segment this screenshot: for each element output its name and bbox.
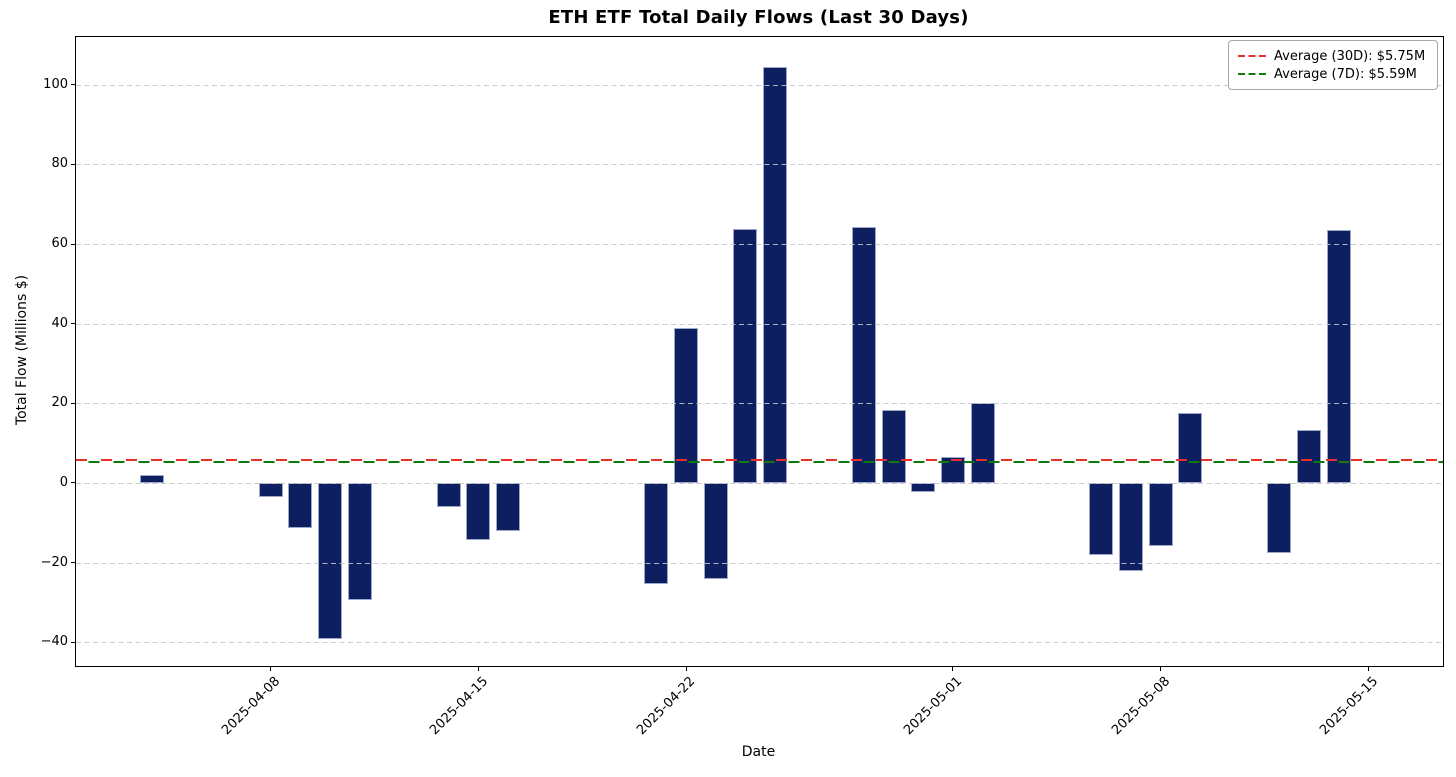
gridline-y--40 [76, 642, 1443, 644]
avg-30d-line [76, 459, 1443, 461]
y-tick-label-100: 100 [43, 76, 68, 92]
bar-2025-04-14 [436, 482, 461, 508]
x-tick-label-2025-05-08: 2025-05-08 [1109, 674, 1174, 739]
avg-30d-dashed-line-sample [1238, 55, 1266, 57]
x-tick-label-2025-04-08: 2025-04-08 [219, 674, 284, 739]
bar-2025-04-16 [496, 482, 520, 532]
gridline-y-80 [76, 164, 1443, 166]
avg-7d-dashed-line-sample [1238, 73, 1266, 75]
bar-2025-04-30 [911, 482, 936, 493]
bar-2025-05-13 [1296, 430, 1321, 483]
bar-2025-04-23 [703, 482, 728, 580]
x-tick-mark-2025-05-15 [1367, 666, 1369, 671]
legend-item-avg-30d: Average (30D): $5.75M [1238, 47, 1428, 65]
y-tick-label--40: −40 [40, 634, 68, 650]
bar-2025-04-24 [733, 228, 758, 483]
bar-2025-05-14 [1326, 229, 1351, 483]
chart-title: ETH ETF Total Daily Flows (Last 30 Days) [548, 7, 969, 28]
y-tick-label-0: 0 [59, 474, 68, 490]
x-tick-label-2025-04-15: 2025-04-15 [426, 674, 491, 739]
y-tick-label-80: 80 [51, 156, 68, 172]
gridline-y-60 [76, 244, 1443, 245]
x-tick-mark-2025-04-22 [685, 666, 687, 671]
y-tick-mark-60 [71, 243, 76, 245]
y-tick-label-60: 60 [51, 236, 68, 251]
y-tick-mark-80 [71, 163, 76, 165]
avg-7d-line [76, 460, 1443, 463]
y-tick-label--20: −20 [40, 554, 68, 570]
gridline-y-100 [76, 84, 1443, 86]
bar-2025-04-21 [644, 482, 669, 584]
bar-2025-05-06 [1089, 482, 1114, 555]
y-tick-mark-20 [71, 402, 76, 404]
bar-2025-05-07 [1118, 482, 1143, 571]
legend-label-avg-30d: Average (30D): $5.75M [1274, 48, 1426, 64]
legend: Average (30D): $5.75M Average (7D): $5.5… [1228, 40, 1438, 90]
bar-2025-04-10 [318, 482, 342, 639]
y-tick-label-40: 40 [51, 315, 68, 331]
bar-2025-05-08 [1148, 482, 1173, 547]
y-tick-mark--40 [71, 641, 76, 643]
bar-2025-04-29 [881, 410, 906, 483]
bar-2025-04-09 [288, 482, 313, 529]
x-tick-mark-2025-04-15 [477, 666, 479, 671]
x-axis-label: Date [741, 744, 776, 760]
bar-2025-04-28 [851, 227, 876, 483]
bar-2025-04-08 [258, 482, 283, 497]
bar-2025-05-12 [1267, 482, 1292, 553]
y-tick-label-20: 20 [51, 395, 68, 411]
legend-label-avg-7d: Average (7D): $5.59M [1274, 66, 1417, 82]
gridline-y-40 [76, 323, 1443, 325]
gridline-y-20 [76, 403, 1443, 405]
legend-item-avg-7d: Average (7D): $5.59M [1238, 65, 1428, 83]
bar-2025-05-09 [1178, 412, 1203, 483]
plot-area: 100 80 60 40 20 0 −20 −40 2025-04-08 2025-04-15 20… [41, 36, 1444, 738]
bar-2025-05-02 [970, 403, 995, 483]
bar-2025-04-25 [762, 66, 787, 483]
y-tick-mark-100 [71, 84, 76, 86]
bar-2025-04-15 [466, 482, 491, 540]
bar-2025-04-22 [674, 328, 698, 483]
y-tick-mark-0 [71, 482, 76, 484]
gridline-y--20 [76, 562, 1443, 564]
bar-2025-04-04 [140, 474, 164, 483]
y-tick-mark--20 [71, 562, 76, 563]
x-tick-label-2025-05-15: 2025-05-15 [1316, 674, 1381, 739]
y-tick-mark-40 [71, 323, 76, 325]
y-axis-label: Total Flow (Millions $) [14, 274, 30, 426]
x-tick-mark-2025-05-08 [1160, 666, 1162, 671]
bar-2025-04-11 [347, 482, 372, 600]
x-tick-mark-2025-05-01 [952, 666, 954, 671]
x-tick-mark-2025-04-08 [270, 666, 272, 671]
x-tick-label-2025-05-01: 2025-05-01 [901, 674, 966, 739]
gridline-y-0 [76, 482, 1443, 484]
x-tick-label-2025-04-22: 2025-04-22 [634, 674, 699, 739]
